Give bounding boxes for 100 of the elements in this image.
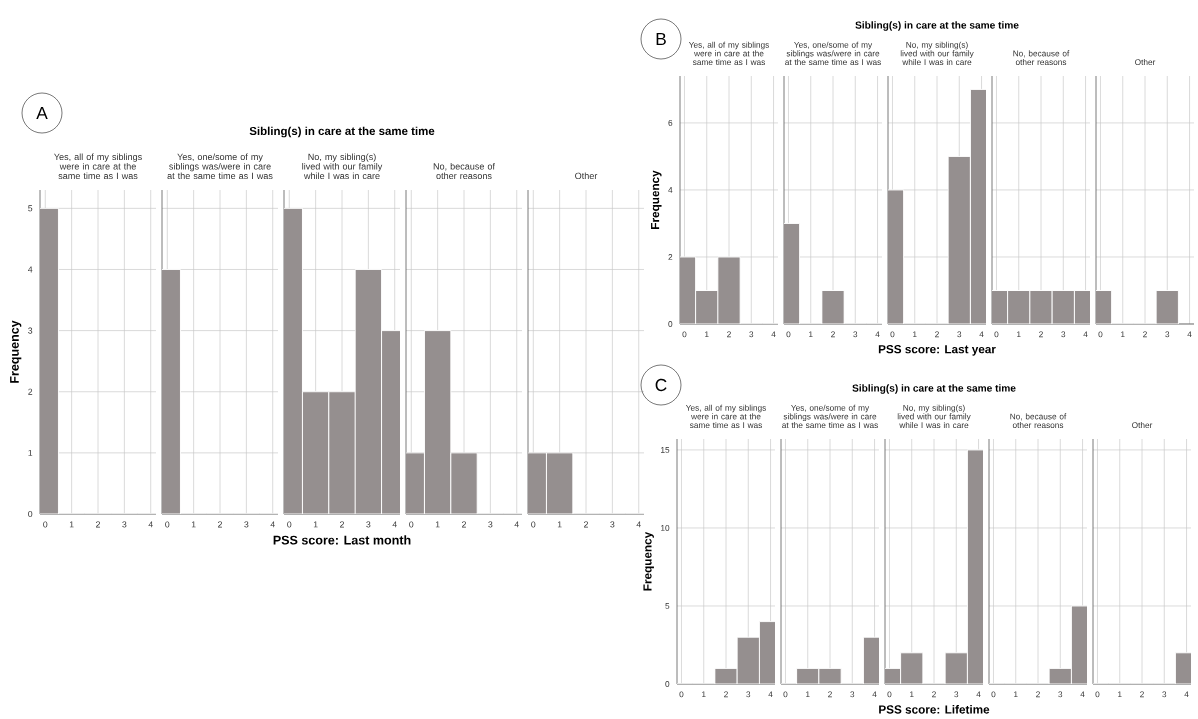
x-tick-label: 4 <box>771 331 776 338</box>
x-tick-label: 4 <box>976 691 981 698</box>
x-tick-label: 4 <box>1080 691 1085 698</box>
x-tick-label: 1 <box>705 331 709 338</box>
text: C <box>655 378 667 392</box>
x-tick-label: 1 <box>313 521 318 528</box>
x-tick-label: 0 <box>165 521 170 528</box>
chart-subtitle: No, my sibling(s) lived with our family while I was in care <box>900 41 974 66</box>
x-tick-label: 0 <box>890 331 895 338</box>
chart-subtitle: No, because of other reasons <box>1013 50 1070 66</box>
x-tick-label: 3 <box>954 691 959 698</box>
x-tick-label: 0 <box>409 521 414 528</box>
x-tick-label: 2 <box>831 331 835 338</box>
y-tick-label: 4 <box>28 266 33 273</box>
chart-subtitle: Other <box>575 172 598 180</box>
x-tick-label: 4 <box>514 521 519 528</box>
x-tick-label: 0 <box>786 331 791 338</box>
y-tick-label: 2 <box>28 388 33 395</box>
x-tick-label: 1 <box>69 521 74 528</box>
y-tick-label: 0 <box>28 510 33 518</box>
x-tick-label: 3 <box>853 331 858 338</box>
y-tick-label: 0 <box>665 681 670 687</box>
x-tick-label: 4 <box>979 331 984 338</box>
x-tick-label: 1 <box>191 521 196 528</box>
chart-title: Sibling(s) in care at the same time <box>855 21 1019 31</box>
chart-subtitle: No, because of other reasons <box>1010 413 1067 429</box>
y-tick-label: 10 <box>661 525 670 531</box>
x-tick-label: 2 <box>932 691 936 698</box>
x-tick-label: 4 <box>1083 331 1088 338</box>
y-tick-label: 4 <box>668 187 673 193</box>
x-tick-label: 3 <box>366 521 371 528</box>
y-axis-title: Frequency <box>10 320 22 383</box>
x-tick-label: 3 <box>749 331 754 338</box>
x-tick-label: 0 <box>287 521 292 528</box>
x-tick-label: 1 <box>557 521 562 528</box>
y-tick-label: 15 <box>661 447 670 453</box>
y-tick-label: 5 <box>28 205 33 212</box>
x-tick-label: 3 <box>122 521 127 528</box>
x-tick-label: 2 <box>584 521 588 528</box>
x-tick-label: 2 <box>96 521 100 528</box>
y-tick-label: 2 <box>668 254 673 260</box>
y-tick-label: 6 <box>668 120 673 126</box>
x-tick-label: 3 <box>244 521 249 528</box>
x-tick-label: 0 <box>43 521 48 528</box>
x-tick-label: 4 <box>636 521 641 528</box>
x-tick-label: 3 <box>957 331 962 338</box>
x-tick-label: 3 <box>746 691 751 698</box>
x-tick-label: 1 <box>1017 331 1021 338</box>
x-tick-label: 0 <box>783 691 788 698</box>
x-tick-label: 3 <box>1061 331 1066 338</box>
x-tick-label: 2 <box>724 691 728 698</box>
x-tick-label: 0 <box>679 691 684 698</box>
text: A <box>36 107 48 119</box>
y-axis-title: Frequency <box>651 170 662 229</box>
x-tick-label: 0 <box>994 331 999 338</box>
x-tick-label: 2 <box>727 331 731 338</box>
chart-subtitle: Yes, all of my siblings were in care at the same time as I was <box>685 404 766 429</box>
x-tick-label: 1 <box>435 521 440 528</box>
chart-title: Sibling(s) in care at the same time <box>852 384 1016 394</box>
x-tick-label: 4 <box>872 691 877 698</box>
x-tick-label: 2 <box>828 691 832 698</box>
y-axis-title: Frequency <box>643 531 654 591</box>
x-tick-label: 0 <box>1098 331 1103 338</box>
x-tick-label: 1 <box>913 331 917 338</box>
y-tick-label: 5 <box>665 603 670 609</box>
x-axis-title: PSS score: Lifetime <box>879 705 990 714</box>
y-tick-label: 1 <box>28 449 33 456</box>
chart-subtitle: Yes, all of my siblings were in care at the same time as I was <box>688 41 769 66</box>
chart-subtitle: Yes, one/some of my siblings was/were in care at the same time as I was <box>782 404 878 429</box>
text: B <box>656 33 666 45</box>
chart-subtitle: Yes, one/some of my siblings was/were in care at the same time as I was <box>785 41 881 66</box>
x-tick-label: 1 <box>809 331 813 338</box>
x-tick-label: 3 <box>850 691 855 698</box>
x-tick-label: 1 <box>1121 331 1125 338</box>
x-tick-label: 2 <box>1039 331 1043 338</box>
x-tick-label: 2 <box>340 521 344 528</box>
x-tick-label: 4 <box>148 521 153 528</box>
x-tick-label: 1 <box>1118 691 1122 698</box>
y-tick-label: 0 <box>668 321 673 327</box>
x-tick-label: 3 <box>488 521 493 528</box>
x-tick-label: 4 <box>392 521 397 528</box>
x-tick-label: 3 <box>1162 691 1167 698</box>
x-tick-label: 0 <box>1095 691 1100 698</box>
x-axis-title: PSS score: Last year <box>878 345 996 356</box>
chart-subtitle: No, my sibling(s) lived with our family while I was in care <box>302 153 383 180</box>
x-tick-label: 1 <box>702 691 706 698</box>
chart-title: Sibling(s) in care at the same time <box>249 126 435 138</box>
x-tick-label: 3 <box>1058 691 1063 698</box>
chart-subtitle: Yes, all of my siblings were in care at the same time as I was <box>54 153 142 180</box>
chart-subtitle: No, my sibling(s) lived with our family while I was in care <box>897 404 971 429</box>
x-tick-label: 4 <box>270 521 275 528</box>
chart-subtitle: Other <box>1132 422 1153 429</box>
x-tick-label: 2 <box>1036 691 1040 698</box>
x-tick-label: 1 <box>806 691 810 698</box>
x-tick-label: 0 <box>682 331 687 338</box>
x-tick-label: 3 <box>610 521 615 528</box>
chart-subtitle: Other <box>1135 59 1156 66</box>
x-tick-label: 2 <box>462 521 466 528</box>
x-tick-label: 1 <box>910 691 914 698</box>
x-tick-label: 2 <box>1140 691 1144 698</box>
